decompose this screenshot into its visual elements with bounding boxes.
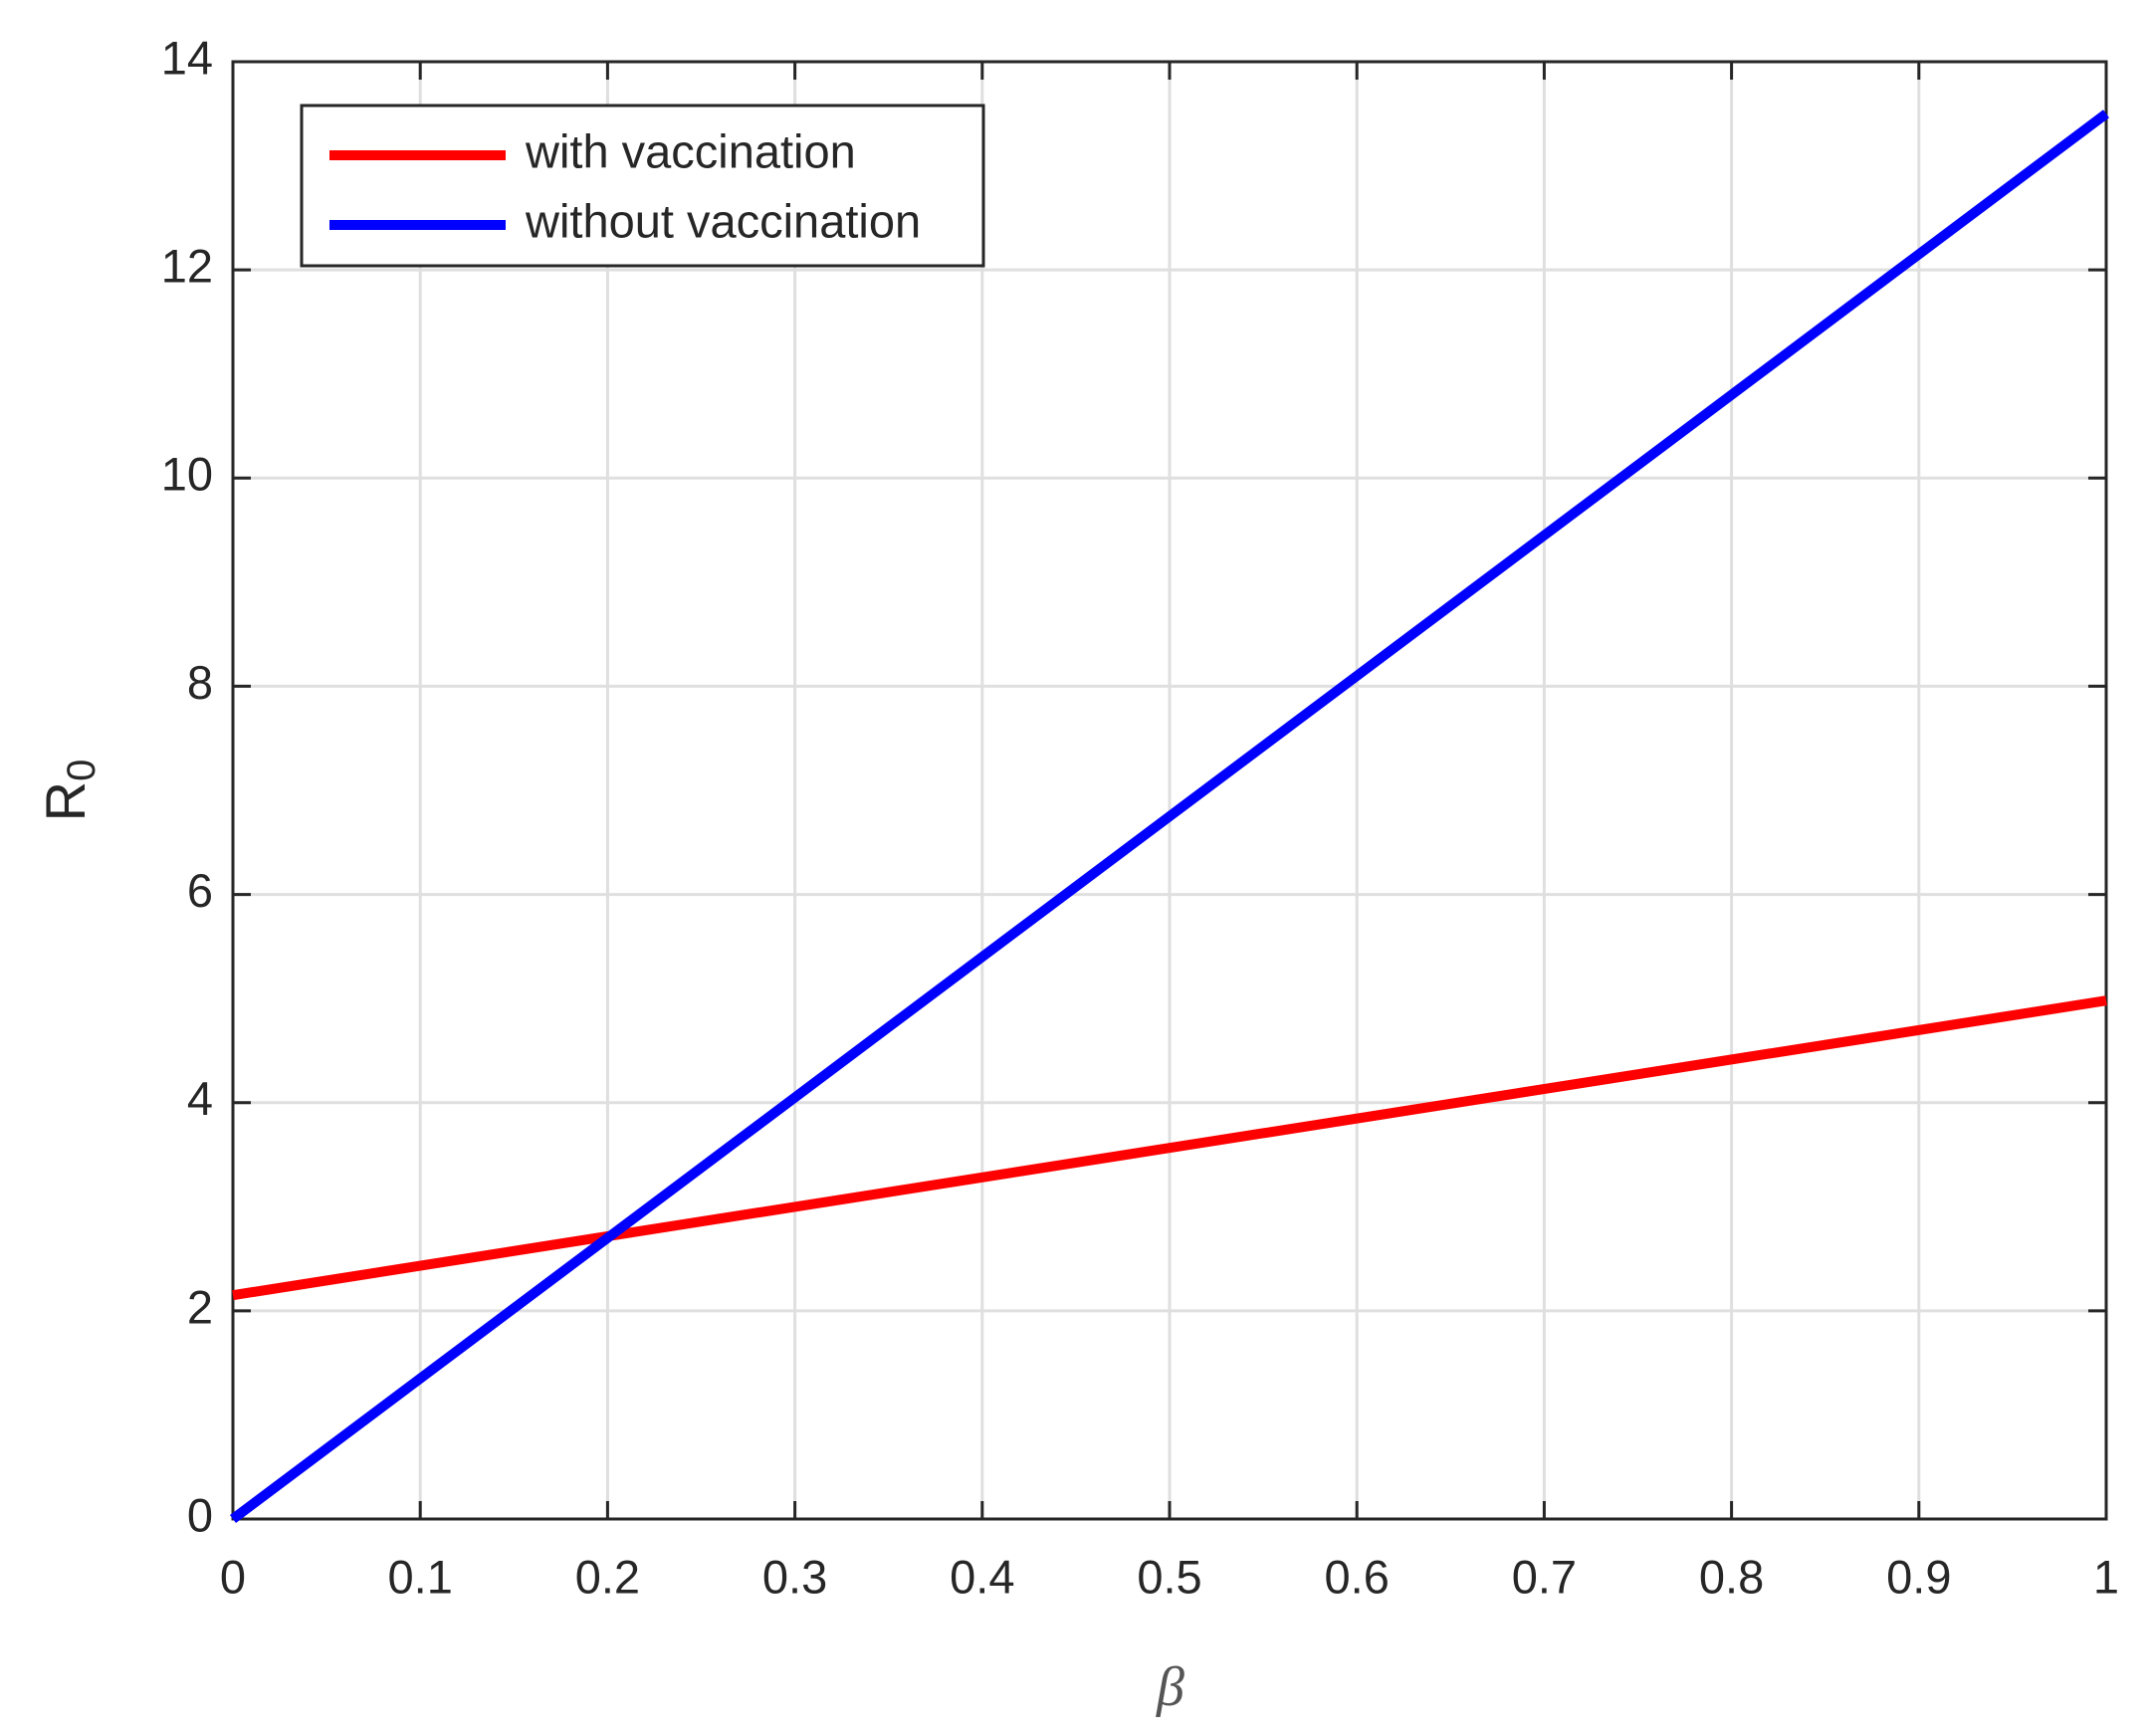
y-axis-label-main: R xyxy=(34,781,97,821)
x-tick-label: 0.8 xyxy=(1699,1550,1764,1603)
data-line xyxy=(229,109,2110,1523)
x-tick-label: 0.6 xyxy=(1325,1550,1390,1603)
legend-label: with vaccination xyxy=(525,124,856,177)
x-tick-label: 1 xyxy=(2093,1550,2119,1603)
x-tick-label: 0.5 xyxy=(1137,1550,1201,1603)
y-tick-label: 0 xyxy=(187,1488,213,1541)
plot-frame xyxy=(231,60,2108,1521)
x-tick-label: 0.1 xyxy=(388,1550,453,1603)
x-tick-label: 0.9 xyxy=(1886,1550,1951,1603)
legend-label: without vaccination xyxy=(525,194,921,247)
y-tick-label: 2 xyxy=(187,1280,213,1333)
x-tick-label: 0.4 xyxy=(950,1550,1014,1603)
y-tick-label: 6 xyxy=(187,864,213,917)
x-tick-label: 0.2 xyxy=(575,1550,640,1603)
x-tick-label: 0.7 xyxy=(1512,1550,1577,1603)
y-axis-label-subscript: 0 xyxy=(60,760,104,781)
y-tick-label: 12 xyxy=(161,240,213,293)
y-axis-label: R0 xyxy=(34,760,104,822)
y-tick-label: 14 xyxy=(161,31,213,84)
y-tick-label: 10 xyxy=(161,448,213,501)
legend-box xyxy=(300,104,985,268)
x-tick-label: 0 xyxy=(220,1550,246,1603)
data-line xyxy=(232,995,2107,1301)
x-axis-label: β xyxy=(1156,1656,1184,1718)
y-tick-label: 4 xyxy=(187,1072,213,1125)
x-tick-label: 0.3 xyxy=(762,1550,827,1603)
y-tick-label: 8 xyxy=(187,656,213,709)
